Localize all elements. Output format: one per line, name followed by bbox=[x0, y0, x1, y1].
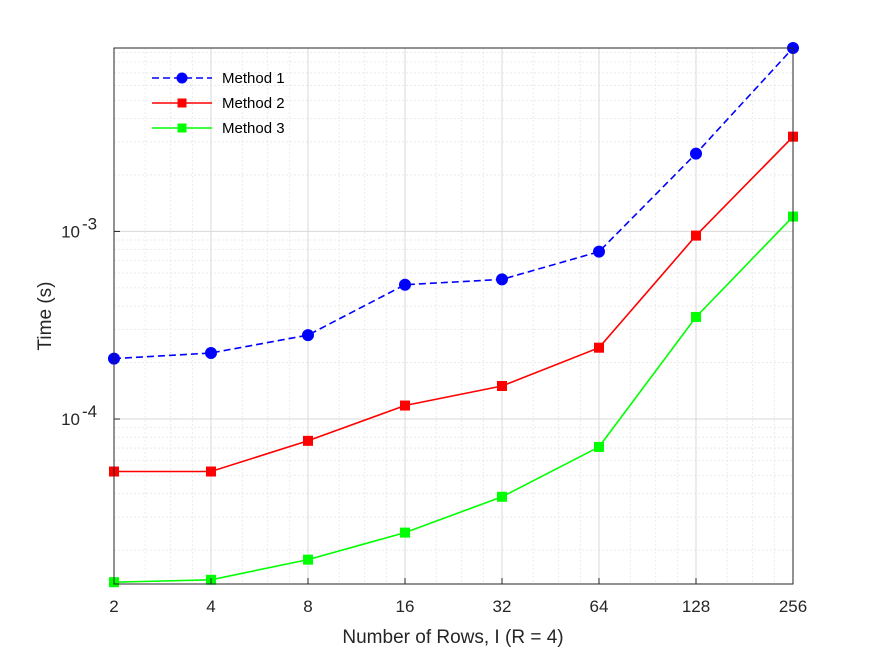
x-tick-label: 8 bbox=[303, 597, 312, 616]
data-point bbox=[691, 311, 701, 322]
data-point bbox=[496, 273, 508, 286]
x-tick-label: 256 bbox=[779, 597, 807, 616]
legend: Method 1 Method 2 Method 3 bbox=[152, 70, 285, 137]
data-point bbox=[690, 147, 702, 160]
series-line bbox=[113, 47, 794, 360]
series-line bbox=[113, 216, 794, 583]
data-point bbox=[691, 230, 701, 241]
data-point bbox=[206, 466, 216, 477]
x-tick-label: 64 bbox=[590, 597, 609, 616]
legend-marker bbox=[177, 123, 187, 133]
data-point bbox=[497, 491, 507, 502]
legend-label: Method 1 bbox=[222, 70, 285, 87]
x-tick-label: 32 bbox=[493, 597, 512, 616]
y-tick-label: 10 bbox=[61, 222, 80, 241]
y-tick-label: 10 bbox=[61, 410, 80, 429]
y-tick-exponent: -3 bbox=[82, 214, 97, 233]
x-tick-label: 2 bbox=[109, 597, 118, 616]
y-axis-title: Time (s) bbox=[35, 282, 56, 351]
data-point bbox=[593, 245, 605, 258]
data-point bbox=[303, 554, 313, 565]
x-tick-label: 16 bbox=[396, 597, 415, 616]
data-point bbox=[400, 527, 410, 538]
legend-item: Method 3 bbox=[152, 120, 285, 137]
data-point bbox=[400, 400, 410, 411]
legend-marker bbox=[176, 72, 188, 84]
data-point bbox=[594, 342, 604, 353]
data-point bbox=[302, 329, 314, 342]
legend-label: Method 3 bbox=[222, 120, 285, 137]
axes-box bbox=[113, 47, 794, 585]
plot-background bbox=[114, 48, 793, 584]
legend-marker bbox=[177, 98, 187, 108]
data-point bbox=[399, 278, 411, 291]
x-axis-title: Number of Rows, I (R = 4) bbox=[342, 627, 563, 648]
data-point bbox=[205, 346, 217, 359]
legend-item: Method 1 bbox=[152, 70, 285, 87]
x-axis-ticks: 2 4 8 16 32 64 128 256 bbox=[109, 578, 807, 616]
x-tick-label: 128 bbox=[682, 597, 710, 616]
series-line bbox=[114, 136, 794, 473]
y-axis-ticks: 10-410-3 bbox=[61, 214, 120, 429]
legend-item: Method 2 bbox=[152, 95, 285, 112]
data-point bbox=[497, 380, 507, 391]
x-tick-label: 4 bbox=[206, 597, 215, 616]
data-point bbox=[594, 441, 604, 452]
legend-label: Method 2 bbox=[222, 95, 285, 112]
y-tick-exponent: -4 bbox=[82, 402, 97, 421]
data-point bbox=[303, 435, 313, 446]
